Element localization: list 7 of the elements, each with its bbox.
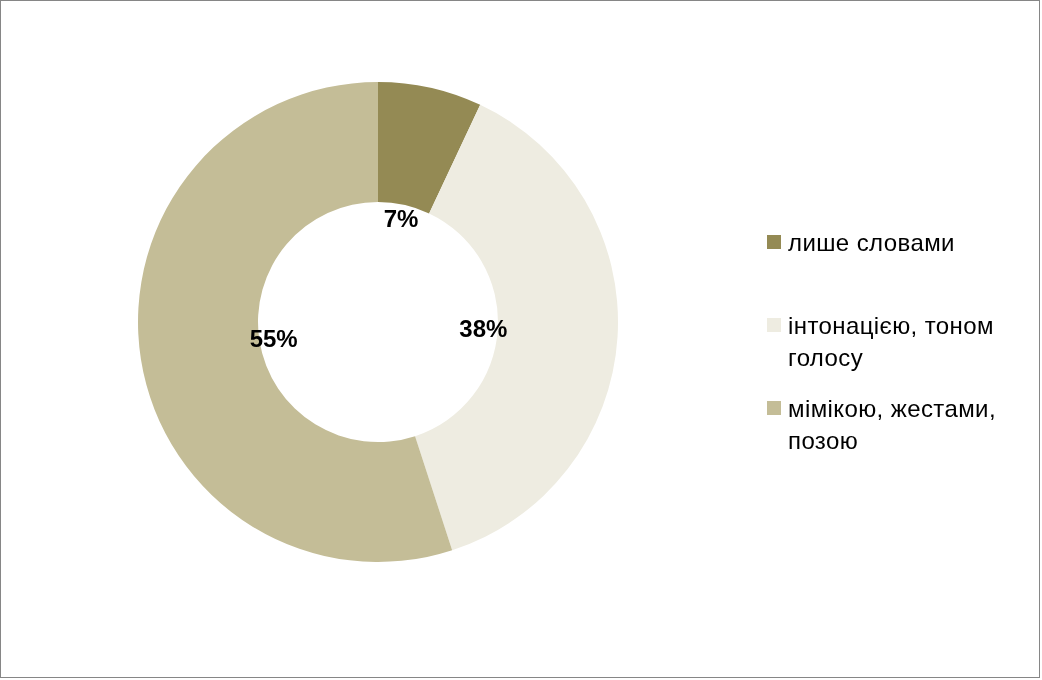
donut-slice <box>138 82 453 562</box>
legend-label: інтонацією, тоном голосу <box>788 311 994 371</box>
data-label: 55% <box>249 325 298 353</box>
legend-label: мімікою, жестами, позою <box>788 394 996 454</box>
data-label: 7% <box>383 205 419 233</box>
legend-label: лише словами <box>788 228 955 256</box>
data-label: 38% <box>459 315 508 343</box>
